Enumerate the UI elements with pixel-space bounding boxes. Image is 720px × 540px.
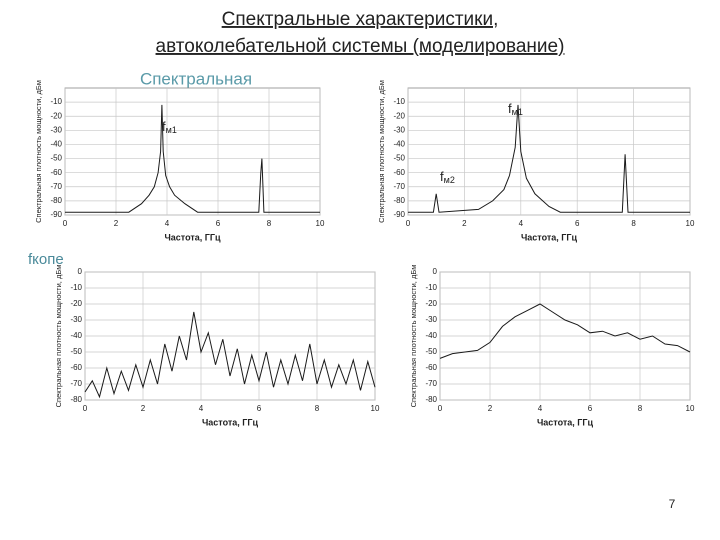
slide-title: Спектральные характеристики,: [222, 9, 499, 30]
annotation-sub: м2: [444, 175, 455, 185]
annotation: fм1: [508, 101, 523, 117]
y-tick-label: -30: [393, 125, 405, 134]
y-tick-label: -70: [425, 379, 437, 388]
x-tick-label: 0: [438, 404, 443, 413]
y-tick-label: 0: [433, 267, 438, 276]
y-tick-label: -70: [70, 379, 82, 388]
page-number: 7: [669, 497, 676, 511]
y-tick-label: -40: [70, 331, 82, 340]
y-tick-label: -10: [50, 97, 62, 106]
x-tick-label: 8: [267, 219, 272, 228]
spectrum-line: [439, 303, 691, 359]
x-tick-label: 6: [257, 404, 262, 413]
x-axis-title: Частота, ГГц: [202, 417, 259, 427]
x-tick-label: 2: [462, 219, 467, 228]
y-tick-label: -20: [50, 111, 62, 120]
x-tick-label: 10: [686, 404, 695, 413]
y-tick-label: -10: [70, 283, 82, 292]
y-tick-label: -80: [70, 395, 82, 404]
y-tick-label: -60: [70, 363, 82, 372]
x-axis-title: Частота, ГГц: [537, 417, 594, 427]
annotation-main: f: [508, 101, 512, 116]
y-tick-label: -60: [393, 168, 405, 177]
y-tick-label: 0: [78, 267, 83, 276]
x-tick-label: 8: [631, 219, 636, 228]
y-tick-label: -90: [50, 210, 62, 219]
y-tick-label: -80: [393, 196, 405, 205]
y-tick-label: -50: [393, 154, 405, 163]
y-tick-label: -20: [425, 299, 437, 308]
slide-title: автоколебательной системы (моделирование…: [156, 36, 565, 57]
y-tick-label: -20: [393, 111, 405, 120]
overlay-text: fкопе: [28, 251, 64, 268]
y-tick-label: -10: [393, 97, 405, 106]
y-tick-label: -40: [393, 140, 405, 149]
x-tick-label: 10: [371, 404, 380, 413]
x-tick-label: 6: [588, 404, 593, 413]
x-tick-label: 4: [538, 404, 543, 413]
y-tick-label: -50: [425, 347, 437, 356]
x-tick-label: 8: [638, 404, 643, 413]
y-tick-label: -80: [425, 395, 437, 404]
spectrum-line: [65, 104, 320, 213]
spectrum-line: [84, 311, 376, 399]
x-tick-label: 2: [114, 219, 119, 228]
annotation-sub: м1: [166, 125, 177, 135]
x-tick-label: 10: [316, 219, 325, 228]
annotation: fм1: [162, 119, 177, 135]
y-tick-label: -80: [50, 196, 62, 205]
y-tick-label: -30: [425, 315, 437, 324]
plot-area: [64, 87, 321, 216]
y-tick-label: -40: [425, 331, 437, 340]
x-tick-label: 0: [83, 404, 88, 413]
x-axis-title: Частота, ГГц: [521, 232, 578, 242]
y-tick-label: -40: [50, 140, 62, 149]
x-tick-label: 4: [165, 219, 170, 228]
x-tick-label: 0: [406, 219, 411, 228]
x-tick-label: 10: [686, 219, 695, 228]
y-tick-label: -60: [425, 363, 437, 372]
y-tick-label: -30: [50, 125, 62, 134]
x-axis-title: Частота, ГГц: [164, 232, 221, 242]
x-tick-label: 2: [488, 404, 493, 413]
x-tick-label: 8: [315, 404, 320, 413]
y-tick-label: -50: [50, 154, 62, 163]
annotation-main: f: [440, 169, 444, 184]
y-axis-title: Спектральная плотность мощности, дБм: [377, 80, 386, 223]
y-tick-label: -60: [50, 168, 62, 177]
annotation-sub: м1: [512, 107, 523, 117]
x-tick-label: 6: [216, 219, 221, 228]
y-tick-label: -20: [70, 299, 82, 308]
x-tick-label: 4: [519, 219, 524, 228]
y-tick-label: -10: [425, 283, 437, 292]
y-axis-title: Спектральная плотность мощности, дБм: [54, 265, 63, 408]
x-tick-label: 6: [575, 219, 580, 228]
x-tick-label: 4: [199, 404, 204, 413]
spectrum-line: [408, 104, 690, 213]
overlay-text: Спектральная: [140, 69, 252, 88]
y-tick-label: -30: [70, 315, 82, 324]
y-tick-label: -70: [393, 182, 405, 191]
y-axis-title: Спектральная плотность мощности, дБм: [34, 80, 43, 223]
y-tick-label: -70: [50, 182, 62, 191]
x-tick-label: 2: [141, 404, 146, 413]
x-tick-label: 0: [63, 219, 68, 228]
y-tick-label: -90: [393, 210, 405, 219]
plot-area: [407, 87, 691, 216]
y-axis-title: Спектральная плотность мощности, дБм: [409, 265, 418, 408]
annotation-main: f: [162, 119, 166, 134]
annotation: fм2: [440, 169, 455, 185]
y-tick-label: -50: [70, 347, 82, 356]
